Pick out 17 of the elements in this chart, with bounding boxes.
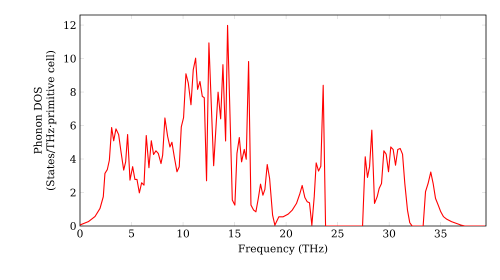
y-tick-label: 12	[64, 21, 76, 29]
x-tick-label: 5	[129, 230, 134, 238]
y-tick-label: 6	[70, 122, 76, 130]
x-tick-label: 10	[178, 230, 190, 238]
x-tick-label: 30	[383, 230, 396, 238]
x-axis-title: Frequency (THz)	[238, 244, 328, 255]
y-tick-label: 2	[70, 188, 76, 196]
y-axis-title: Phonon DOS (States/THz·primitive cell)	[34, 50, 56, 190]
y-tick-label: 0	[70, 222, 76, 230]
y-tick-label: 4	[70, 155, 76, 163]
x-tick-label: 15	[229, 230, 240, 238]
x-tick-label: 20	[280, 230, 292, 238]
y-tick-label: 10	[64, 54, 76, 63]
x-tick-label: 0	[77, 230, 83, 238]
x-tick-label: 35	[434, 230, 447, 238]
y-tick-label: 8	[70, 88, 76, 96]
x-tick-label: 25	[332, 230, 344, 238]
